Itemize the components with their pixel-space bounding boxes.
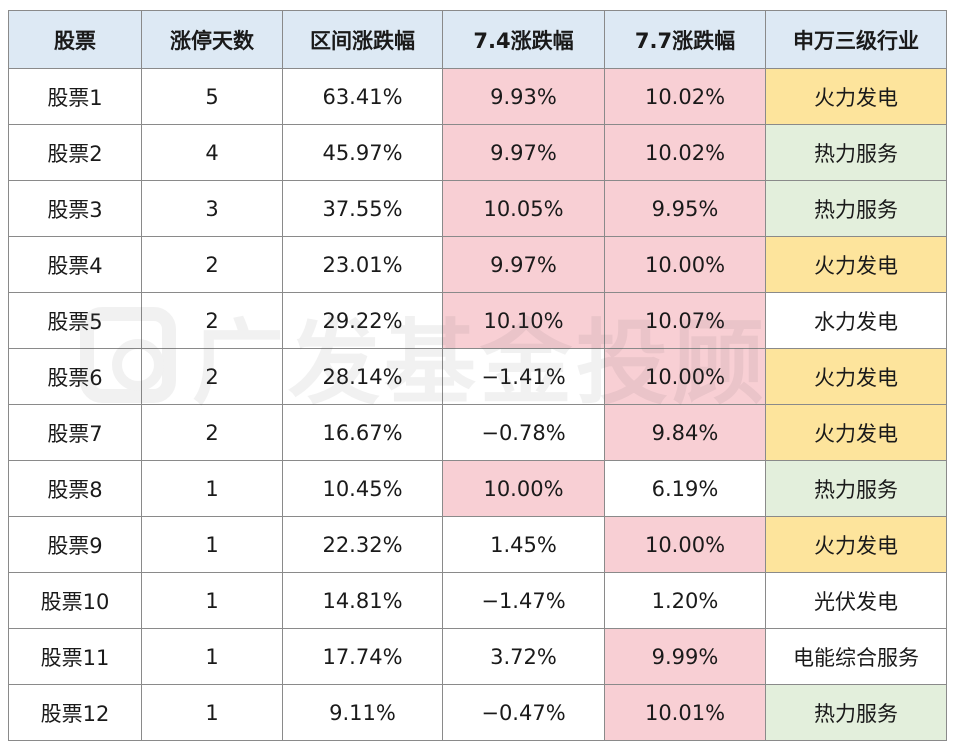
stock-name-cell: 股票2	[8, 124, 142, 181]
table-row: 股票2 4 45.97% 9.97% 10.02% 热力服务	[8, 124, 947, 181]
table-row: 股票9 1 22.32% 1.45% 10.00% 火力发电	[8, 516, 947, 573]
stock-name-cell: 股票4	[8, 236, 142, 293]
jul7-change-cell: 6.19%	[604, 460, 766, 517]
period-change-cell: 14.81%	[282, 572, 443, 629]
limit-up-stocks-table: 股票 涨停天数 区间涨跌幅 7.4涨跌幅 7.7涨跌幅 申万三级行业 股票1 5 6…	[8, 10, 947, 741]
limit-up-days-cell: 1	[141, 516, 283, 573]
period-change-cell: 10.45%	[282, 460, 443, 517]
period-change-cell: 37.55%	[282, 180, 443, 237]
industry-cell: 火力发电	[765, 404, 947, 461]
jul4-change-cell: 9.97%	[442, 124, 605, 181]
jul7-change-cell: 10.01%	[604, 684, 766, 741]
limit-up-days-cell: 1	[141, 572, 283, 629]
jul7-change-cell: 10.00%	[604, 348, 766, 405]
table-row: 股票12 1 9.11% −0.47% 10.01% 热力服务	[8, 684, 947, 741]
jul7-change-cell: 10.07%	[604, 292, 766, 349]
jul7-change-cell: 9.84%	[604, 404, 766, 461]
table-row: 股票1 5 63.41% 9.93% 10.02% 火力发电	[8, 68, 947, 125]
header-stock: 股票	[8, 10, 142, 69]
header-period-change: 区间涨跌幅	[282, 10, 443, 69]
limit-up-days-cell: 2	[141, 348, 283, 405]
period-change-cell: 22.32%	[282, 516, 443, 573]
stock-name-cell: 股票11	[8, 628, 142, 685]
jul4-change-cell: 3.72%	[442, 628, 605, 685]
jul4-change-cell: −0.47%	[442, 684, 605, 741]
table-header-row: 股票 涨停天数 区间涨跌幅 7.4涨跌幅 7.7涨跌幅 申万三级行业	[8, 10, 947, 69]
table-row: 股票5 2 29.22% 10.10% 10.07% 水力发电	[8, 292, 947, 349]
period-change-cell: 16.67%	[282, 404, 443, 461]
period-change-cell: 63.41%	[282, 68, 443, 125]
jul4-change-cell: −1.47%	[442, 572, 605, 629]
jul4-change-cell: −0.78%	[442, 404, 605, 461]
stock-name-cell: 股票3	[8, 180, 142, 237]
table-row: 股票3 3 37.55% 10.05% 9.95% 热力服务	[8, 180, 947, 237]
limit-up-days-cell: 2	[141, 292, 283, 349]
limit-up-days-cell: 2	[141, 404, 283, 461]
industry-cell: 热力服务	[765, 684, 947, 741]
table-row: 股票7 2 16.67% −0.78% 9.84% 火力发电	[8, 404, 947, 461]
limit-up-days-cell: 2	[141, 236, 283, 293]
industry-cell: 水力发电	[765, 292, 947, 349]
period-change-cell: 28.14%	[282, 348, 443, 405]
industry-cell: 光伏发电	[765, 572, 947, 629]
header-sw-industry: 申万三级行业	[765, 10, 947, 69]
jul4-change-cell: 10.00%	[442, 460, 605, 517]
stock-name-cell: 股票1	[8, 68, 142, 125]
header-jul4-change: 7.4涨跌幅	[442, 10, 605, 69]
header-limit-up-days: 涨停天数	[141, 10, 283, 69]
jul7-change-cell: 10.02%	[604, 124, 766, 181]
table-row: 股票10 1 14.81% −1.47% 1.20% 光伏发电	[8, 572, 947, 629]
period-change-cell: 23.01%	[282, 236, 443, 293]
industry-cell: 火力发电	[765, 516, 947, 573]
jul4-change-cell: 9.97%	[442, 236, 605, 293]
limit-up-days-cell: 5	[141, 68, 283, 125]
jul7-change-cell: 10.00%	[604, 236, 766, 293]
industry-cell: 热力服务	[765, 124, 947, 181]
industry-cell: 火力发电	[765, 236, 947, 293]
table-row: 股票6 2 28.14% −1.41% 10.00% 火力发电	[8, 348, 947, 405]
table-row: 股票4 2 23.01% 9.97% 10.00% 火力发电	[8, 236, 947, 293]
stock-name-cell: 股票6	[8, 348, 142, 405]
jul7-change-cell: 10.02%	[604, 68, 766, 125]
limit-up-days-cell: 3	[141, 180, 283, 237]
jul7-change-cell: 9.95%	[604, 180, 766, 237]
jul4-change-cell: 1.45%	[442, 516, 605, 573]
stock-name-cell: 股票7	[8, 404, 142, 461]
table-row: 股票8 1 10.45% 10.00% 6.19% 热力服务	[8, 460, 947, 517]
stock-name-cell: 股票5	[8, 292, 142, 349]
industry-cell: 火力发电	[765, 348, 947, 405]
industry-cell: 火力发电	[765, 68, 947, 125]
industry-cell: 热力服务	[765, 460, 947, 517]
jul7-change-cell: 9.99%	[604, 628, 766, 685]
period-change-cell: 17.74%	[282, 628, 443, 685]
industry-cell: 热力服务	[765, 180, 947, 237]
stock-name-cell: 股票10	[8, 572, 142, 629]
stock-name-cell: 股票12	[8, 684, 142, 741]
jul4-change-cell: 9.93%	[442, 68, 605, 125]
period-change-cell: 9.11%	[282, 684, 443, 741]
period-change-cell: 45.97%	[282, 124, 443, 181]
limit-up-days-cell: 1	[141, 628, 283, 685]
header-jul7-change: 7.7涨跌幅	[604, 10, 766, 69]
stock-name-cell: 股票8	[8, 460, 142, 517]
industry-cell: 电能综合服务	[765, 628, 947, 685]
jul4-change-cell: 10.05%	[442, 180, 605, 237]
limit-up-days-cell: 1	[141, 684, 283, 741]
table-row: 股票11 1 17.74% 3.72% 9.99% 电能综合服务	[8, 628, 947, 685]
limit-up-days-cell: 1	[141, 460, 283, 517]
period-change-cell: 29.22%	[282, 292, 443, 349]
jul4-change-cell: −1.41%	[442, 348, 605, 405]
stock-name-cell: 股票9	[8, 516, 142, 573]
jul7-change-cell: 10.00%	[604, 516, 766, 573]
table-body: 股票1 5 63.41% 9.93% 10.02% 火力发电 股票2 4 45.97% 9.97%…	[8, 68, 947, 741]
jul4-change-cell: 10.10%	[442, 292, 605, 349]
jul7-change-cell: 1.20%	[604, 572, 766, 629]
limit-up-days-cell: 4	[141, 124, 283, 181]
